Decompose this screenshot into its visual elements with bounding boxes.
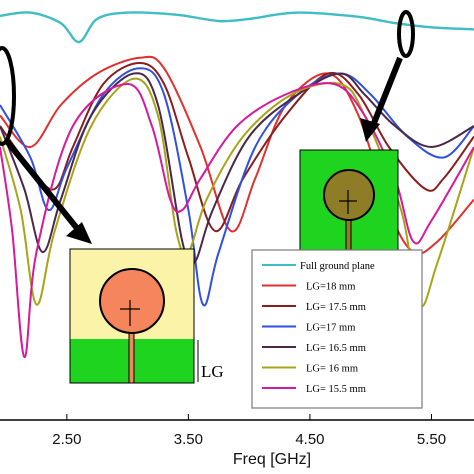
series-line-4 [0,67,474,307]
legend-label-3: LG= 17.5 mm [306,302,366,313]
left-circle-marker [0,46,16,146]
legend-label-2: LG=18 mm [306,282,355,293]
left-arrow-head [66,222,92,244]
legend-box [251,249,423,409]
x-tick-label-4: 5.50 [417,431,446,448]
series-line-6 [0,77,474,308]
antenna-partial-ground-icon [69,248,195,384]
right-circle-marker [397,10,415,58]
legend-label-4: LG=17 mm [306,323,355,334]
legend: Full ground plane LG=18 mm LG= 17.5 mm LG=1… [251,249,423,409]
left-arrow-line [3,138,83,234]
series-line-1 [0,11,474,44]
x-axis-title: Freq [GHz] [233,451,311,468]
legend-label-7: LG= 15.5 mm [306,384,366,395]
x-tick-label-3: 4.50 [295,431,324,448]
legend-label-6: LG= 16 mm [306,364,358,375]
x-axis [0,414,474,421]
right-arrow-head [360,118,380,142]
x-tick-label-1: 2.50 [52,431,81,448]
legend-label-5: LG= 16.5 mm [306,343,366,354]
antenna-full-ground-icon [299,149,399,255]
x-tick-label-2: 3.50 [174,431,203,448]
lg-label: LG [201,362,224,381]
legend-label-1: Full ground plane [300,261,375,272]
right-arrow-line [369,56,403,130]
